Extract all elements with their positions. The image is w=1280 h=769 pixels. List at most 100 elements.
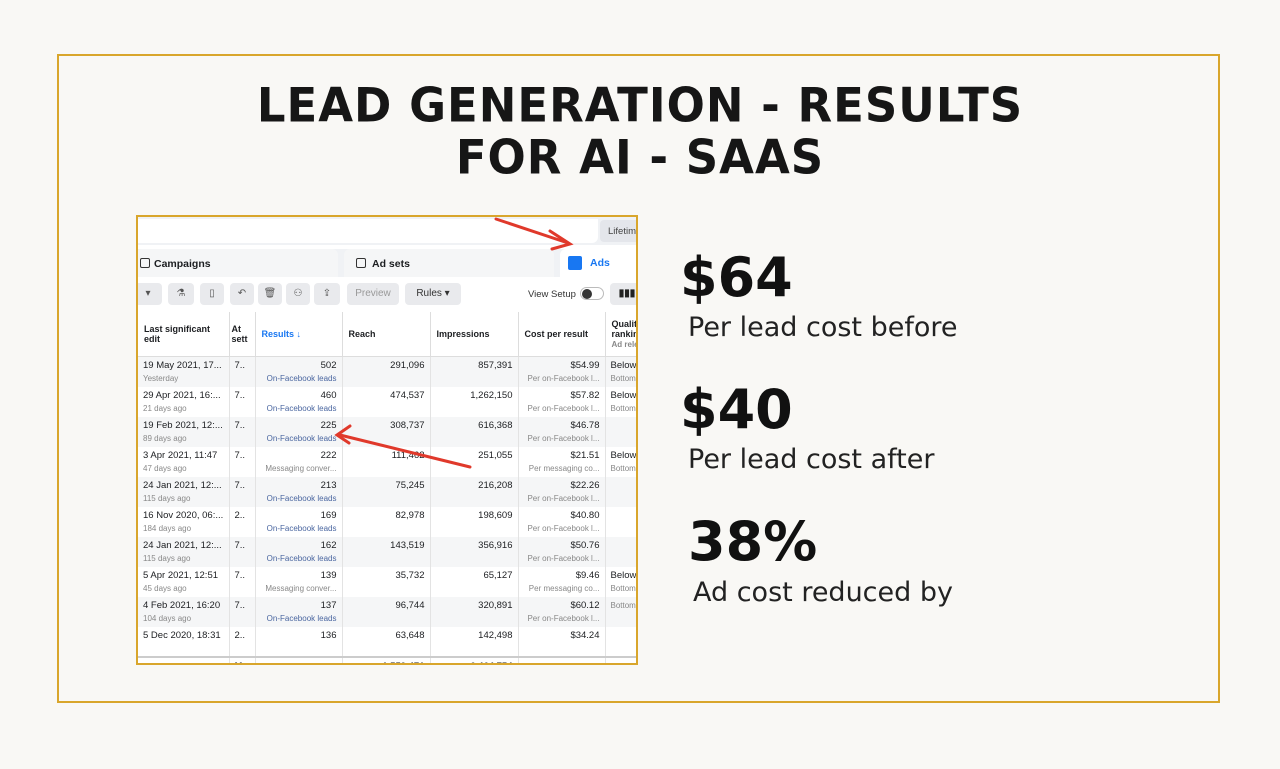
cell-attribution: 7..	[229, 596, 256, 627]
cell-reach: 143,519	[342, 536, 431, 567]
cell-results-sub: On-Facebook leads	[266, 613, 337, 623]
table-row: 5 Dec 2020, 18:31 2.. 136 63,648 142,498 $34.…	[138, 626, 636, 657]
cell-impressions: 356,916	[430, 536, 519, 567]
cell-last-edit-value: 5 Apr 2021, 12:51	[143, 569, 219, 581]
tab-ads: Ads	[560, 249, 636, 277]
cell-quality-sub: Bottom	[610, 600, 636, 610]
cell-impressions: 251,055	[430, 446, 519, 477]
page-title: LEAD GENERATION - RESULTS FOR AI - SAAS	[0, 78, 1280, 185]
col-reach: Reach	[342, 312, 431, 357]
stat-label-before: Per lead cost before	[688, 312, 958, 343]
cell-last-edit-sub: Yesterday	[143, 373, 179, 383]
cell-last-edit-value: 3 Apr 2021, 11:47	[143, 449, 218, 461]
cell-attribution-value: 7..	[234, 359, 246, 371]
cell-impressions-value: 857,391	[478, 359, 513, 371]
cell-results-value: 225	[320, 419, 337, 431]
cell-last-edit-sub: 89 days ago	[143, 433, 187, 443]
cell-attribution: 7..	[229, 566, 256, 597]
cell-cost: $50.76 Per on-Facebook l...	[518, 536, 606, 567]
total-impr: 6,464,754	[430, 655, 519, 663]
cell-attribution: 7..	[229, 446, 256, 477]
cell-cost-value: $22.26	[570, 479, 600, 491]
cell-last-edit: 3 Apr 2021, 11:47 47 days ago	[138, 446, 230, 477]
cell-results: 169 On-Facebook leads	[255, 506, 343, 537]
cell-attribution-value: 7..	[234, 539, 246, 551]
cell-impressions-value: 216,208	[478, 479, 513, 491]
flask-icon: ⚗	[168, 283, 194, 305]
cell-impressions: 857,391	[430, 356, 519, 387]
cell-impressions: 65,127	[430, 566, 519, 597]
cell-results-value: 169	[320, 509, 337, 521]
total-date: —	[138, 655, 230, 663]
cell-results-sub: On-Facebook leads	[266, 373, 337, 383]
cell-results: 213 On-Facebook leads	[255, 476, 343, 507]
cell-results-value: 137	[320, 599, 337, 611]
cell-last-edit-value: 5 Dec 2020, 18:31	[143, 629, 221, 641]
table-row: 4 Feb 2021, 16:20 104 days ago 7.. 137 On-Fa…	[138, 596, 636, 627]
cell-cost: $40.80 Per on-Facebook l...	[518, 506, 606, 537]
cell-impressions: 198,609	[430, 506, 519, 537]
cell-results-value: 502	[320, 359, 337, 371]
cell-last-edit-sub: 104 days ago	[143, 613, 192, 623]
cell-reach: 75,245	[342, 476, 431, 507]
cell-reach-value: 143,519	[390, 539, 425, 551]
cell-cost-sub: Per on-Facebook l...	[527, 613, 600, 623]
cell-quality-sub: Bottom	[610, 373, 636, 383]
cell-reach-value: 63,648	[395, 629, 425, 641]
cell-results-sub: On-Facebook leads	[266, 523, 337, 533]
table-row: 3 Apr 2021, 11:47 47 days ago 7.. 222 Messag…	[138, 446, 636, 477]
cell-reach: 474,537	[342, 386, 431, 417]
cell-results-sub: On-Facebook leads	[266, 433, 337, 443]
cell-quality-sub: Bottom	[610, 583, 636, 593]
table-row: 19 May 2021, 17... Yesterday 7.. 502 On-Face…	[138, 356, 636, 387]
cell-impressions-value: 320,891	[478, 599, 513, 611]
cell-results: 162 On-Facebook leads	[255, 536, 343, 567]
trash-icon: 🗑	[258, 283, 282, 305]
cell-results-sub: Messaging conver...	[265, 583, 337, 593]
cell-cost-value: $40.80	[570, 509, 600, 521]
cell-quality-value: Below	[610, 569, 637, 581]
cell-results: 139 Messaging conver...	[255, 566, 343, 597]
toolbar: ▾ ⚗ ▯ ↶ 🗑 ⚇ ⇪ Preview Rules ▾ View Setup…	[138, 277, 636, 311]
cell-cost-value: $57.82	[570, 389, 600, 401]
search-bar	[138, 219, 598, 243]
cell-last-edit-value: 29 Apr 2021, 16:...	[143, 389, 221, 401]
tab-campaigns: Campaigns	[138, 249, 338, 277]
cell-attribution-value: 7..	[234, 479, 246, 491]
cell-impressions-value: 198,609	[478, 509, 513, 521]
cell-quality	[605, 476, 636, 507]
cell-attribution-value: 7..	[234, 389, 246, 401]
cell-cost-value: $21.51	[570, 449, 600, 461]
cell-reach-value: 111,462	[391, 449, 425, 461]
cell-last-edit-sub: 184 days ago	[143, 523, 192, 533]
cell-cost-value: $54.99	[570, 359, 600, 371]
cell-results-value: 222	[320, 449, 337, 461]
cell-impressions-value: 1,262,150	[470, 389, 513, 401]
cell-impressions-value: 616,368	[478, 419, 513, 431]
table-header: Last significant edit At sett Results ↓ …	[138, 312, 638, 357]
undo-icon: ↶	[230, 283, 254, 305]
table-row: 24 Jan 2021, 12:... 115 days ago 7.. 162 On-…	[138, 536, 636, 567]
cell-cost-sub: Per on-Facebook l...	[527, 553, 600, 563]
cell-results: 136	[255, 626, 343, 657]
cell-last-edit: 19 Feb 2021, 12:... 89 days ago	[138, 416, 230, 447]
table-row: 19 Feb 2021, 12:... 89 days ago 7.. 225 On-F…	[138, 416, 636, 447]
ad-icon	[568, 256, 582, 270]
cell-results-value: 460	[320, 389, 337, 401]
clipboard-icon: ▯	[200, 283, 224, 305]
quality-sub: Ad rele	[611, 339, 638, 349]
share-icon: ⇪	[314, 283, 340, 305]
cell-last-edit: 16 Nov 2020, 06:... 184 days ago	[138, 506, 230, 537]
cell-last-edit-value: 4 Feb 2021, 16:20	[143, 599, 221, 611]
top-bar: Lifetim	[138, 217, 636, 245]
cell-results-sub: On-Facebook leads	[266, 553, 337, 563]
cell-reach-value: 82,978	[395, 509, 425, 521]
cell-last-edit-value: 19 May 2021, 17...	[143, 359, 222, 371]
cell-last-edit: 24 Jan 2021, 12:... 115 days ago	[138, 476, 230, 507]
cell-cost: $9.46 Per messaging co...	[518, 566, 606, 597]
cell-results: 502 On-Facebook leads	[255, 356, 343, 387]
cell-last-edit-sub: 47 days ago	[143, 463, 187, 473]
cell-impressions-value: 251,055	[478, 449, 513, 461]
stat-label-after: Per lead cost after	[688, 444, 935, 475]
cell-last-edit-sub: 21 days ago	[143, 403, 187, 413]
